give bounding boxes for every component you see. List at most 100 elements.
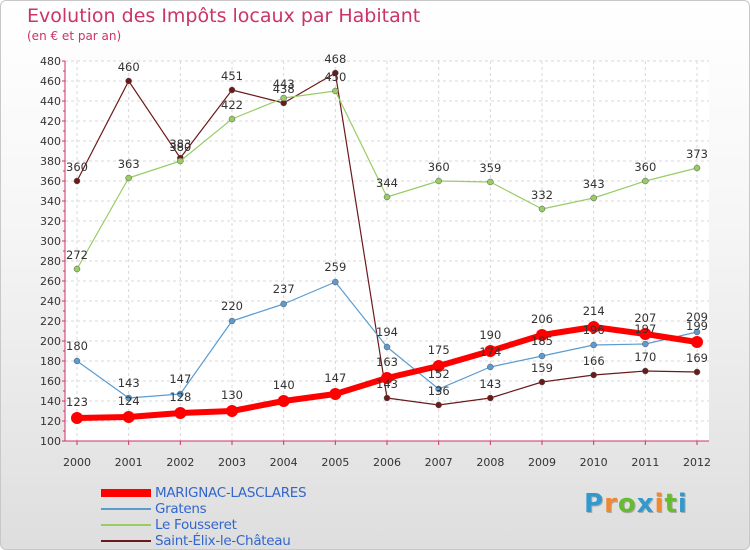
data-label-le-fousseret: 360 [634,160,656,174]
logo-letter: P [584,489,605,519]
legend-item-marignac[interactable]: MARIGNAC-LASCLARES [101,485,401,501]
legend-item-saint-elix[interactable]: Saint-Élix-le-Château [101,533,401,549]
data-label-gratens: 237 [273,282,295,296]
data-point-gratens [73,357,81,365]
data-label-marignac-lasclares: 175 [428,343,450,357]
x-tick-label: 2009 [528,456,556,469]
logo-letter: t [664,489,678,519]
data-point-le-fousseret [125,174,132,182]
data-label-gratens: 259 [324,260,346,274]
y-tick-label: 280 [40,255,61,268]
x-tick-label: 2001 [115,456,143,469]
data-label-saint-lix-le-ch-teau: 438 [273,82,295,96]
data-label-le-fousseret: 373 [686,147,708,161]
y-tick-label: 320 [40,215,61,228]
data-label-saint-lix-le-ch-teau: 159 [531,361,553,375]
data-point-gratens [693,328,701,336]
logo-letter: i [677,489,688,519]
x-tick-label: 2000 [63,456,91,469]
legend-swatch-gratens [101,508,151,510]
data-label-le-fousseret: 450 [324,70,346,84]
logo-letter: i [654,489,665,519]
data-point-saint-lix-le-ch-teau [73,177,81,185]
data-point-le-fousseret [642,177,649,185]
y-tick-label: 140 [40,395,61,408]
logo-letter: x [636,489,655,519]
data-label-marignac-lasclares: 207 [634,311,656,325]
data-label-saint-lix-le-ch-teau: 383 [169,137,191,151]
data-point-marignac-lasclares [639,328,652,340]
legend-item-gratens[interactable]: Gratens [101,501,401,517]
data-point-saint-lix-le-ch-teau [332,69,339,77]
data-label-gratens: 180 [66,339,88,353]
x-tick-label: 2004 [270,456,298,469]
logo-letter: r [604,489,618,519]
data-label-gratens: 174 [479,345,501,359]
y-tick-label: 180 [40,355,61,368]
data-point-marignac-lasclares [174,407,187,419]
legend-label-le-fousseret: Le Fousseret [155,517,237,533]
data-label-saint-lix-le-ch-teau: 468 [324,52,346,66]
y-tick-label: 220 [40,315,61,328]
data-point-saint-lix-le-ch-teau [487,394,494,402]
data-point-marignac-lasclares [329,388,342,400]
data-point-le-fousseret [693,164,701,172]
data-label-gratens: 147 [169,372,191,386]
x-tick-label: 2011 [631,456,659,469]
legend-swatch-marignac [101,489,151,497]
legend-label-saint-elix: Saint-Élix-le-Château [155,533,291,549]
data-label-gratens: 194 [376,325,398,339]
legend-item-le-fousseret[interactable]: Le Fousseret [101,517,401,533]
data-label-marignac-lasclares: 140 [273,378,295,392]
y-tick-label: 460 [40,75,61,88]
data-label-gratens: 185 [531,334,553,348]
x-tick-label: 2012 [683,456,711,469]
data-point-le-fousseret [332,87,339,95]
x-tick-label: 2007 [425,456,453,469]
data-point-le-fousseret [435,177,442,185]
data-point-gratens [487,363,494,371]
y-tick-label: 380 [40,155,61,168]
data-label-le-fousseret: 380 [169,140,191,154]
data-point-le-fousseret [538,205,546,213]
data-label-saint-lix-le-ch-teau: 460 [118,60,140,74]
y-tick-label: 120 [40,415,61,428]
data-label-saint-lix-le-ch-teau: 170 [634,350,656,364]
data-label-saint-lix-le-ch-teau: 136 [428,384,450,398]
data-label-marignac-lasclares: 124 [118,394,140,408]
data-point-gratens [228,317,236,325]
data-label-saint-lix-le-ch-teau: 143 [479,377,501,391]
x-tick-label: 2003 [218,456,246,469]
data-label-le-fousseret: 332 [531,188,553,202]
data-label-marignac-lasclares: 130 [221,388,243,402]
data-point-marignac-lasclares [122,411,135,423]
y-tick-label: 100 [40,435,61,448]
chart-title: Evolution des Impôts locaux par Habitant [27,5,421,27]
data-point-gratens [590,341,597,349]
data-label-gratens: 197 [634,322,656,336]
x-tick-label: 2010 [580,456,608,469]
legend-swatch-saint-elix [101,540,151,542]
y-tick-label: 260 [40,275,61,288]
logo-letter: o [617,489,637,519]
y-tick-label: 400 [40,135,61,148]
data-label-marignac-lasclares: 206 [531,312,553,326]
y-tick-label: 420 [40,115,61,128]
data-label-marignac-lasclares: 128 [169,390,191,404]
data-point-marignac-lasclares [381,372,393,384]
data-point-gratens [435,385,442,393]
data-point-le-fousseret [590,194,597,202]
data-point-marignac-lasclares [691,336,703,348]
data-point-gratens [332,278,339,286]
legend-swatch-le-fousseret [101,524,151,526]
data-label-marignac-lasclares: 199 [686,319,708,333]
data-point-saint-lix-le-ch-teau [125,77,132,85]
data-label-le-fousseret: 272 [66,248,88,262]
data-label-saint-lix-le-ch-teau: 143 [376,377,398,391]
data-label-le-fousseret: 363 [118,157,140,171]
data-point-marignac-lasclares [432,360,445,372]
x-tick-label: 2005 [321,456,349,469]
data-point-marignac-lasclares [536,329,548,341]
data-label-marignac-lasclares: 163 [376,355,398,369]
